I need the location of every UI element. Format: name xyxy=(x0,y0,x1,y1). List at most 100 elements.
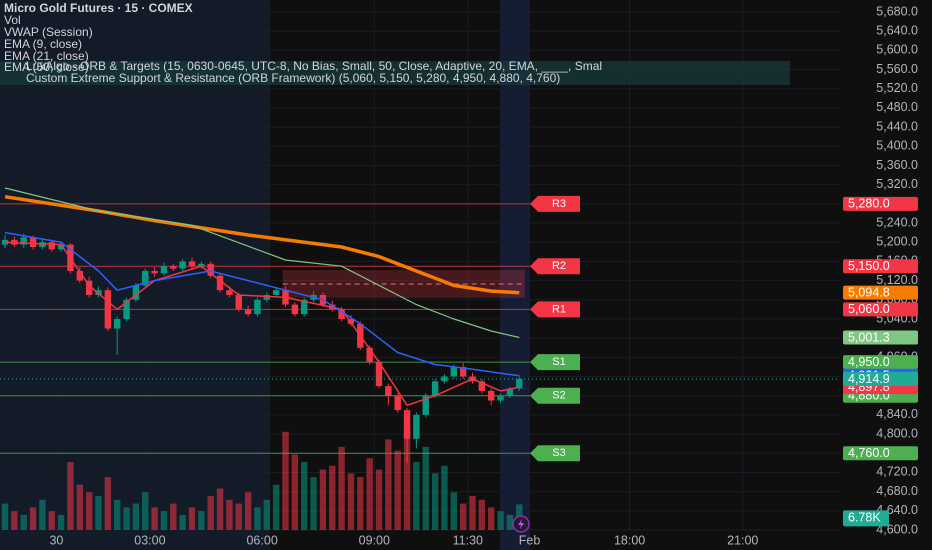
volume-bar xyxy=(170,503,177,530)
volume-bar xyxy=(357,477,364,530)
legend-entry: VWAP (Session) xyxy=(4,25,93,39)
volume-bar xyxy=(347,473,355,530)
volume-bar xyxy=(301,462,308,530)
candle-body xyxy=(160,266,168,274)
volume-bar xyxy=(431,473,439,530)
candle-body xyxy=(516,378,523,389)
candle-body xyxy=(20,237,27,245)
volume-bar xyxy=(403,424,411,530)
y-tick-label: 5,680.0 xyxy=(876,4,918,18)
volume-label: 6.78K xyxy=(848,511,881,525)
volume-bar xyxy=(366,458,373,530)
candle-body xyxy=(338,309,345,319)
volume-bar xyxy=(67,462,74,530)
candle-body xyxy=(301,299,308,315)
price-badge xyxy=(843,285,918,300)
level-name: S1 xyxy=(552,356,565,368)
candle-body xyxy=(132,285,140,300)
price-badge xyxy=(843,330,918,345)
candle-body xyxy=(385,386,392,396)
candle-body xyxy=(403,410,411,439)
volume-badge xyxy=(843,510,889,527)
volume-bar xyxy=(272,484,280,530)
volume-bar xyxy=(441,465,448,530)
x-tick-label: 06:00 xyxy=(246,533,277,547)
x-tick-label: 11:30 xyxy=(453,533,483,547)
volume-bar xyxy=(385,439,392,530)
y-tick-label: 5,520.0 xyxy=(876,81,918,95)
volume-bar xyxy=(254,507,261,530)
volume-bar xyxy=(338,446,345,530)
volume-bar xyxy=(244,492,252,530)
candle-body xyxy=(76,271,83,281)
alert-icon[interactable] xyxy=(512,515,530,533)
volume-bar xyxy=(123,507,130,530)
volume-bar xyxy=(142,492,149,530)
chart-title: Micro Gold Futures · 15 · COMEX xyxy=(4,1,193,15)
candle-body xyxy=(216,275,224,291)
volume-bar xyxy=(48,511,55,530)
volume-bar xyxy=(394,450,401,530)
y-tick-label: 4,840.0 xyxy=(876,407,918,421)
y-tick-label: 5,400.0 xyxy=(876,139,918,153)
y-tick-label: 5,360.0 xyxy=(876,158,918,172)
indicator-line xyxy=(4,241,520,407)
volume-bar xyxy=(216,488,224,530)
price-badge xyxy=(843,302,918,317)
volume-bar xyxy=(469,496,476,530)
legend-entry: EMA (9, close) xyxy=(4,37,82,51)
candle-body xyxy=(226,290,233,295)
volume-bar xyxy=(329,465,336,530)
price-badge xyxy=(843,446,918,461)
x-tick-label: 18:00 xyxy=(614,533,645,547)
candle-body xyxy=(366,347,373,363)
x-tick-label: 09:00 xyxy=(359,533,390,547)
y-tick-label: 5,320.0 xyxy=(876,177,918,191)
candle-body xyxy=(394,395,401,411)
legend-entry: Vol xyxy=(4,13,21,27)
level-badge xyxy=(530,354,580,371)
candle-body xyxy=(104,290,112,329)
candle-body xyxy=(431,381,439,396)
volume-bar xyxy=(422,446,429,530)
level-name: R3 xyxy=(552,198,566,210)
session-shade xyxy=(500,0,530,550)
volume-bar xyxy=(57,514,65,530)
volume xyxy=(1,424,523,530)
volume-bar xyxy=(413,462,420,530)
candle-body xyxy=(450,366,457,377)
price-badge-label: 4,950.0 xyxy=(848,355,890,369)
candle-body xyxy=(188,261,196,267)
volume-bar xyxy=(114,499,121,530)
candle-body xyxy=(254,299,261,315)
candle-body xyxy=(291,304,299,315)
indicator-name: LuxAlgo - ORB & Targets (15, 0630-0645, … xyxy=(26,59,602,73)
price-axis: 4,600.04,640.04,680.04,720.04,760.04,800… xyxy=(49,0,932,550)
candle-body xyxy=(170,266,177,269)
price-badge xyxy=(843,355,918,370)
price-badge-label: 5,150.0 xyxy=(848,259,890,273)
x-tick-label: 30 xyxy=(49,533,63,547)
price-badge-label: 4,914.9 xyxy=(848,372,890,386)
candle-body xyxy=(29,237,37,248)
y-tick-label: 4,720.0 xyxy=(876,465,918,479)
candle-body xyxy=(497,395,504,401)
y-tick-label: 5,200.0 xyxy=(876,235,918,249)
volume-bar xyxy=(132,503,140,530)
candle-body xyxy=(151,271,158,274)
price-badge-label: 5,001.3 xyxy=(848,330,890,344)
volume-bar xyxy=(310,477,317,530)
x-tick-label: 21:00 xyxy=(727,533,758,547)
level-badge xyxy=(530,195,580,212)
volume-bar xyxy=(459,503,467,530)
volume-bar xyxy=(375,469,383,530)
volume-bar xyxy=(207,496,214,530)
volume-bar xyxy=(198,511,205,530)
price-badge-label: 5,094.8 xyxy=(848,285,890,299)
legend-highlight xyxy=(0,61,790,85)
volume-bar xyxy=(95,496,102,530)
level-name: R1 xyxy=(552,303,566,315)
volume-bar xyxy=(226,499,233,530)
